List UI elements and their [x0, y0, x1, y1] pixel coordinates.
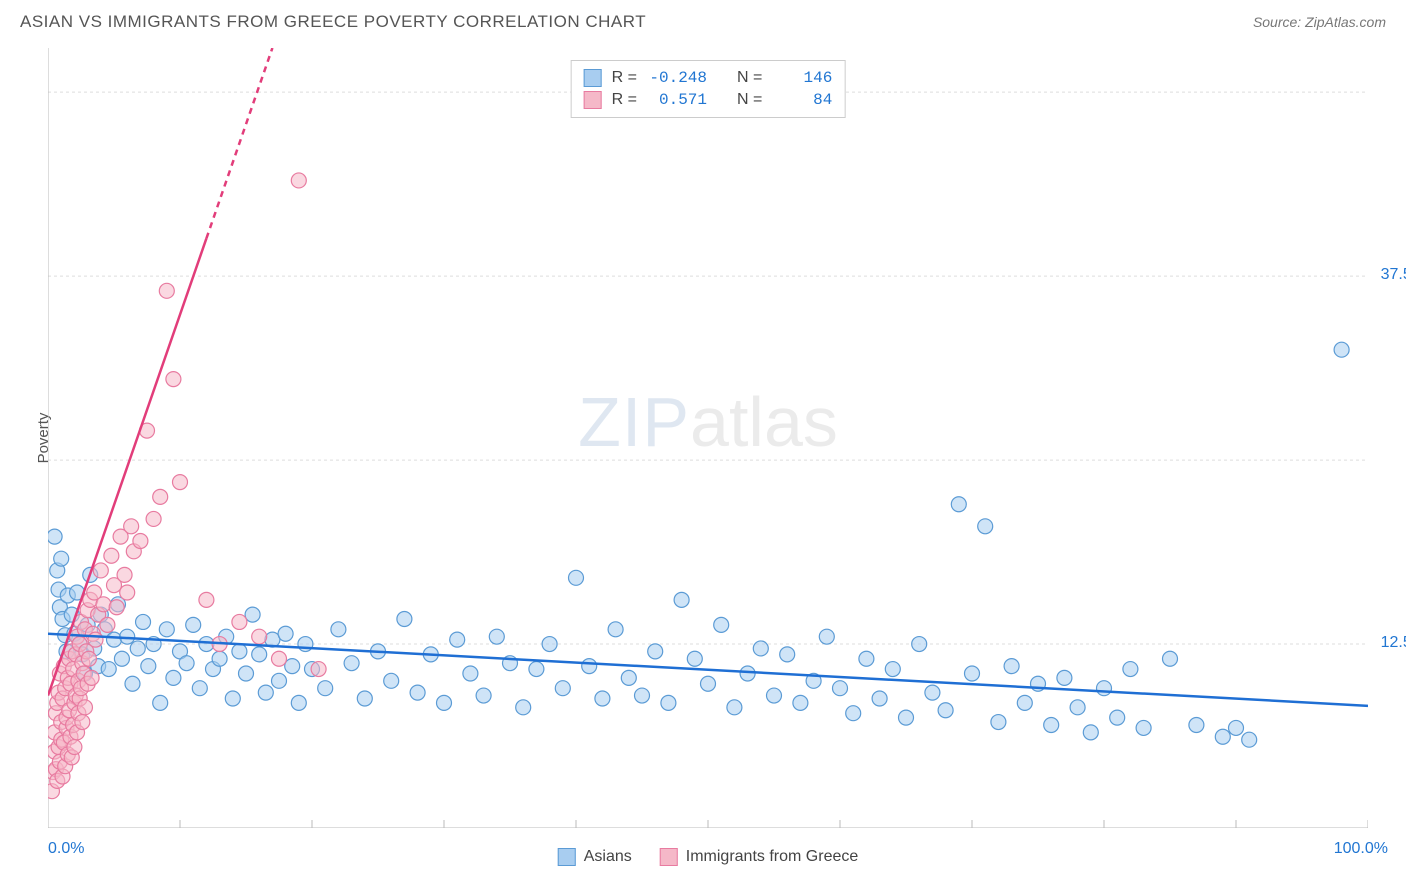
swatch-greece — [584, 91, 602, 109]
bottom-legend: Asians Immigrants from Greece — [558, 848, 859, 866]
y-tick-label: 12.5% — [1381, 634, 1406, 652]
chart-container: Poverty ZIPatlas R = -0.248 N = 146 R = … — [48, 48, 1368, 828]
stats-legend: R = -0.248 N = 146 R = 0.571 N = 84 — [571, 60, 846, 118]
legend-item-asians: Asians — [558, 848, 632, 866]
x-tick-label: 0.0% — [48, 840, 84, 858]
r-label: R = — [612, 69, 637, 87]
swatch-asians — [584, 69, 602, 87]
x-tick-label: 100.0% — [1334, 840, 1388, 858]
legend-label-greece: Immigrants from Greece — [686, 848, 858, 866]
source-attribution: Source: ZipAtlas.com — [1253, 14, 1386, 30]
legend-label-asians: Asians — [584, 848, 632, 866]
stats-row-asians: R = -0.248 N = 146 — [584, 67, 833, 89]
r-value-asians: -0.248 — [647, 69, 707, 87]
chart-title: ASIAN VS IMMIGRANTS FROM GREECE POVERTY … — [20, 12, 646, 32]
legend-swatch-asians — [558, 848, 576, 866]
legend-swatch-greece — [660, 848, 678, 866]
n-label: N = — [737, 69, 762, 87]
legend-item-greece: Immigrants from Greece — [660, 848, 858, 866]
n-value-asians: 146 — [772, 69, 832, 87]
scatter-plot — [48, 48, 1368, 828]
stats-row-greece: R = 0.571 N = 84 — [584, 89, 833, 111]
n-value-greece: 84 — [772, 91, 832, 109]
n-label: N = — [737, 91, 762, 109]
r-label: R = — [612, 91, 637, 109]
r-value-greece: 0.571 — [647, 91, 707, 109]
y-tick-label: 37.5% — [1381, 266, 1406, 284]
